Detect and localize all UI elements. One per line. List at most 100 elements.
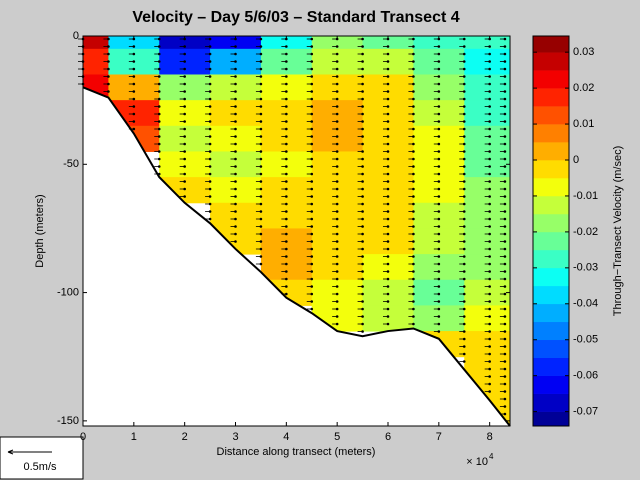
station-dot [488,52,491,56]
station-dot [503,142,507,146]
station-dot [259,127,263,131]
station-dot [503,97,507,101]
station-dot [285,277,288,281]
station-dot [488,187,491,191]
station-dot [285,82,288,86]
station-dot [503,165,507,168]
station-dot [437,217,441,221]
station-dot [488,345,491,348]
station-dot [488,255,491,258]
scale-box [0,436,84,480]
station-dot [361,97,364,101]
velocity-cell [464,48,510,75]
station-dot [503,112,507,116]
colorbar-tick-label: -0.06 [573,370,598,382]
station-dot [437,232,441,236]
station-dot [488,195,491,198]
station-dot [437,172,441,176]
station-dot [259,210,263,213]
station-dot [503,255,507,258]
station-dot [335,150,339,153]
station-dot [259,120,263,123]
station-dot [412,187,415,191]
velocity-cell [464,36,510,50]
station-dot [437,135,441,138]
station-dot [285,165,288,168]
station-dot [488,360,491,363]
station-dot [503,337,507,341]
station-dot [488,135,491,138]
station-dot [361,307,364,311]
station-dot [361,52,364,56]
station-dot [361,292,364,296]
x-tick-label: 3 [232,431,238,443]
station-dot [503,202,507,206]
station-dot [488,112,491,116]
station-dot [259,217,263,221]
velocity-cell [210,36,262,50]
x-tick-label: 8 [487,431,493,443]
station-dot [488,232,491,236]
station-dot [412,262,415,266]
colorbar-label: Through−Transect Velocity (m/sec) [612,146,624,316]
station-dot [285,135,288,138]
station-dot [259,240,263,243]
station-dot [361,90,364,93]
colorbar-tick-label: -0.01 [573,190,598,202]
velocity-cell [464,100,510,127]
station-dot [437,292,441,296]
colorbar-band [533,213,569,233]
y-tick-label: -150 [57,415,79,427]
station-dot [437,120,441,123]
station-dot [285,157,288,161]
x-multiplier: × 10 [466,456,488,468]
station-dot [488,337,491,341]
velocity-cell [260,36,313,50]
station-dot [437,330,441,333]
station-dot [335,45,339,48]
station-dot [503,105,507,108]
x-axis-label: Distance along transect (meters) [217,446,376,458]
station-dot [437,45,441,48]
station-dot [285,217,288,221]
station-dot [361,82,364,86]
colorbar-band [533,375,569,394]
station-dot [335,225,339,228]
station-dot [335,67,339,71]
x-tick-label: 7 [436,431,442,443]
station-dot [503,292,507,296]
colorbar-tick-label: 0 [573,154,579,166]
station-dot [488,202,491,206]
station-dot [285,292,288,296]
colorbar-band [533,124,569,143]
station-dot [285,195,288,198]
station-dot [259,82,263,86]
station-dot [335,180,339,183]
station-dot [437,322,441,326]
station-dot [361,300,364,303]
station-dot [488,210,491,213]
station-dot [335,285,339,288]
station-dot [437,225,441,228]
station-dot [503,127,507,131]
station-dot [335,210,339,213]
station-dot [361,135,364,138]
station-dot [259,112,263,116]
station-dot [335,157,339,161]
station-dot [488,60,491,63]
station-dot [503,360,507,363]
station-dot [361,60,364,63]
station-dot [259,67,263,71]
velocity-cell [413,254,465,281]
station-dot [437,112,441,116]
station-dot [412,105,415,108]
velocity-cell [159,36,211,50]
station-dot [412,180,415,183]
colorbar-tick-label: 0.03 [573,46,594,58]
station-dot [335,307,339,311]
station-dot [412,120,415,123]
station-dot [335,135,339,138]
station-dot [412,165,415,168]
station-dot [361,262,364,266]
station-dot [503,382,507,386]
